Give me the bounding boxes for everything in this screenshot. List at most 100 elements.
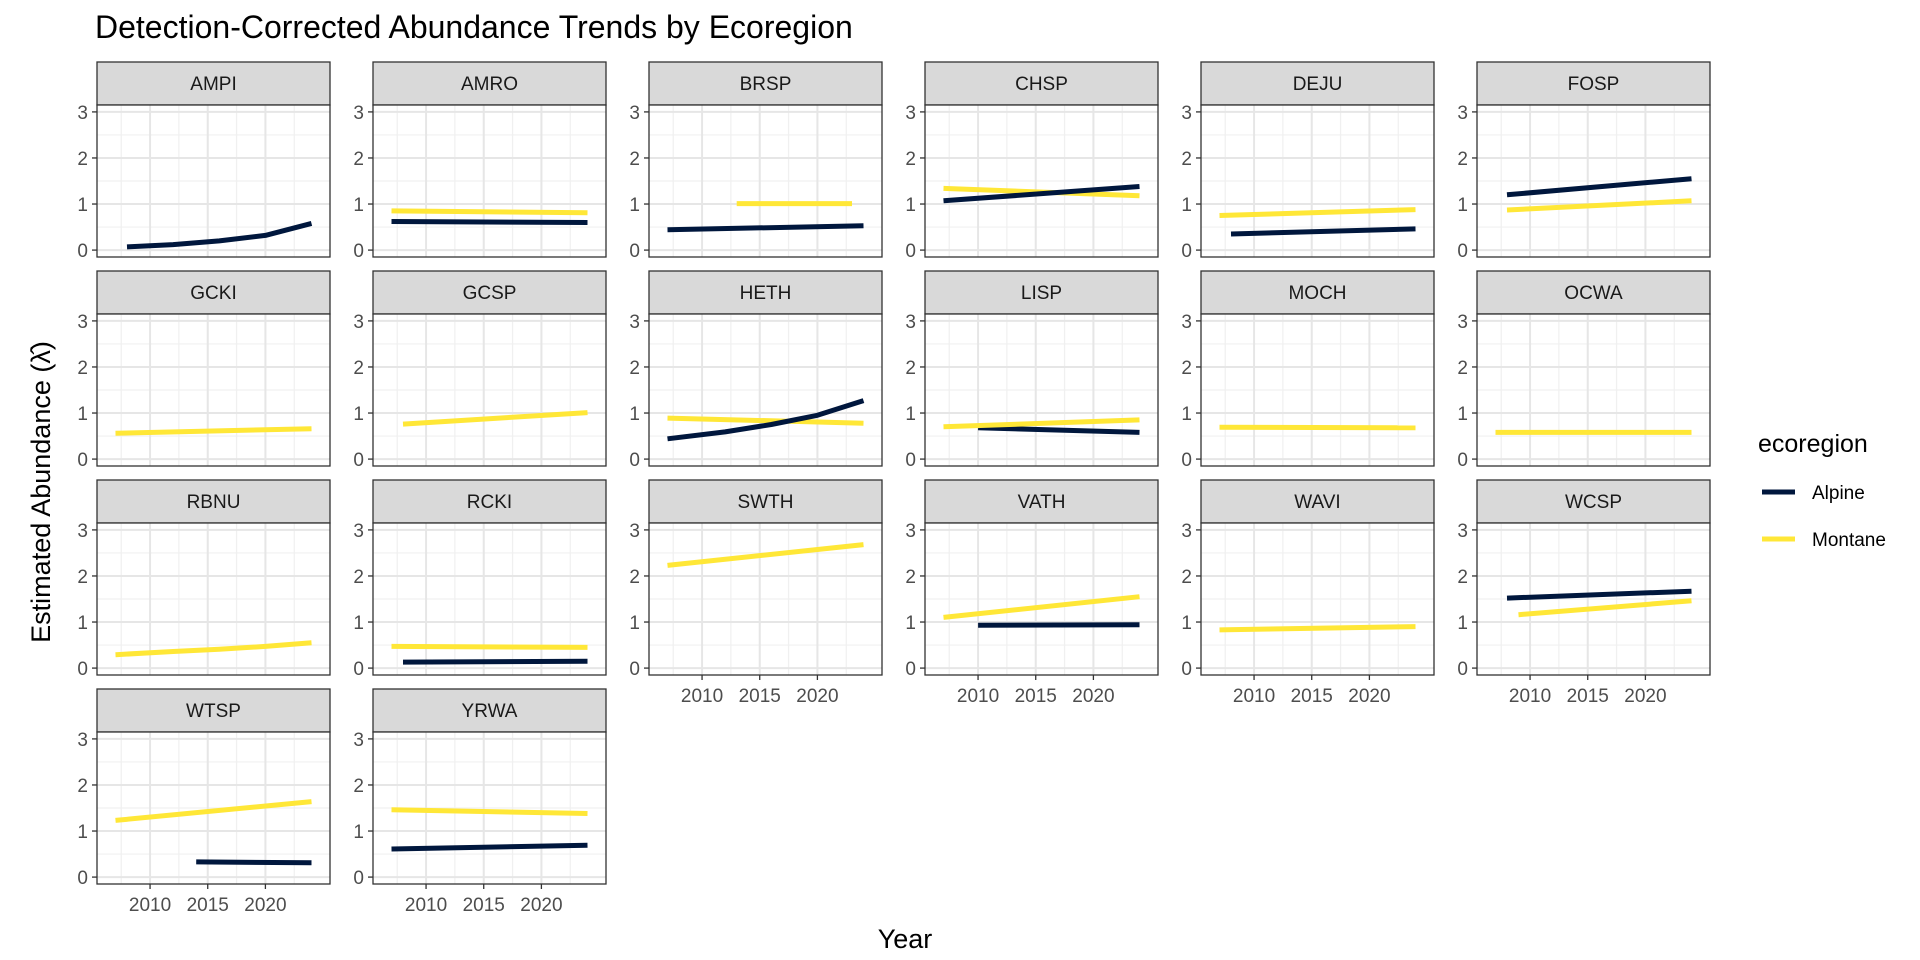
facet-label: GCKI bbox=[190, 283, 236, 304]
facet-label: WTSP bbox=[186, 701, 241, 722]
panel-border bbox=[1476, 104, 1711, 258]
y-tick-label: 3 bbox=[905, 312, 916, 333]
panel-border bbox=[648, 313, 883, 467]
panel-border bbox=[648, 522, 883, 676]
y-tick-label: 2 bbox=[1181, 149, 1192, 170]
facet-strip bbox=[1476, 270, 1711, 315]
series-line-alpine bbox=[1506, 176, 1692, 198]
series-line-montane bbox=[1219, 207, 1416, 218]
y-tick-label: 1 bbox=[77, 822, 88, 843]
y-tick-label: 2 bbox=[77, 358, 88, 379]
y-tick-label: 3 bbox=[353, 312, 364, 333]
y-tick-label: 0 bbox=[629, 450, 640, 471]
series-line-alpine bbox=[391, 842, 588, 852]
x-axis-title: Year bbox=[878, 924, 933, 954]
facet-label: RCKI bbox=[467, 492, 512, 513]
y-tick-label: 2 bbox=[1181, 567, 1192, 588]
facet-strip bbox=[372, 61, 607, 106]
facet-strip bbox=[648, 61, 883, 106]
series-line-montane bbox=[391, 807, 588, 816]
series-line-montane bbox=[1506, 198, 1692, 213]
series-line-montane bbox=[1219, 424, 1416, 431]
y-tick-label: 0 bbox=[77, 450, 88, 471]
y-tick-label: 2 bbox=[1457, 149, 1468, 170]
facet-panel: RBNU 0 1 2 3 bbox=[77, 479, 331, 680]
panel-border bbox=[924, 313, 1159, 467]
facet-panel: CHSP 0 1 2 3 bbox=[905, 61, 1159, 262]
y-tick-label: 3 bbox=[353, 730, 364, 751]
x-tick-label: 2020 bbox=[520, 895, 562, 916]
facet-panels: AMPI 0 1 2 3 AMRO 0 1 2 3 BRSP 0 1 2 3 CHSP 0 1 2 3 DEJU 0 1 2 3… bbox=[77, 61, 1711, 916]
legend: ecoregion Alpine Montane bbox=[1758, 430, 1886, 551]
x-tick-label: 2015 bbox=[1567, 686, 1609, 707]
y-tick-label: 0 bbox=[77, 659, 88, 680]
y-tick-label: 3 bbox=[629, 103, 640, 124]
panel-border bbox=[372, 313, 607, 467]
facet-label: CHSP bbox=[1015, 74, 1068, 95]
y-tick-label: 2 bbox=[1181, 358, 1192, 379]
y-tick-label: 3 bbox=[1457, 103, 1468, 124]
y-tick-label: 1 bbox=[1457, 404, 1468, 425]
y-tick-label: 1 bbox=[905, 404, 916, 425]
facet-panel: AMRO 0 1 2 3 bbox=[353, 61, 607, 262]
facet-strip bbox=[96, 688, 331, 733]
y-tick-label: 2 bbox=[629, 358, 640, 379]
y-tick-label: 0 bbox=[905, 450, 916, 471]
y-tick-label: 0 bbox=[629, 241, 640, 262]
y-tick-label: 3 bbox=[1181, 103, 1192, 124]
x-tick-label: 2015 bbox=[1291, 686, 1333, 707]
series-line-alpine bbox=[1506, 588, 1692, 601]
y-tick-label: 1 bbox=[905, 195, 916, 216]
series-line-montane bbox=[115, 799, 312, 823]
y-tick-label: 1 bbox=[77, 195, 88, 216]
facet-strip bbox=[372, 688, 607, 733]
y-tick-label: 2 bbox=[905, 567, 916, 588]
series-line-alpine bbox=[126, 220, 313, 250]
panel-border bbox=[96, 731, 331, 885]
y-tick-label: 3 bbox=[77, 521, 88, 542]
facet-panel: GCKI 0 1 2 3 bbox=[77, 270, 331, 471]
panel-border bbox=[924, 104, 1159, 258]
y-tick-label: 2 bbox=[77, 149, 88, 170]
series-line-montane bbox=[667, 415, 864, 426]
facet-panel: YRWA 0 1 2 3 2010 2015 2020 bbox=[353, 688, 607, 916]
series-line-montane bbox=[943, 417, 1140, 430]
panel-border bbox=[372, 104, 607, 258]
y-tick-label: 0 bbox=[1457, 241, 1468, 262]
y-tick-label: 1 bbox=[353, 613, 364, 634]
y-tick-label: 3 bbox=[353, 103, 364, 124]
facet-label: RBNU bbox=[187, 492, 241, 513]
y-tick-label: 0 bbox=[1181, 659, 1192, 680]
series-line-montane bbox=[1219, 624, 1416, 633]
facet-label: MOCH bbox=[1288, 283, 1346, 304]
y-tick-label: 1 bbox=[905, 613, 916, 634]
x-tick-label: 2015 bbox=[463, 895, 505, 916]
panel-border bbox=[1476, 313, 1711, 467]
y-tick-label: 2 bbox=[1457, 567, 1468, 588]
facet-label: DEJU bbox=[1293, 74, 1343, 95]
y-tick-label: 0 bbox=[1457, 450, 1468, 471]
y-tick-label: 0 bbox=[353, 659, 364, 680]
panel-border bbox=[924, 522, 1159, 676]
series-line-montane bbox=[115, 426, 312, 436]
panel-border bbox=[1200, 313, 1435, 467]
y-tick-label: 1 bbox=[353, 822, 364, 843]
series-line-montane bbox=[943, 594, 1140, 620]
series-line-alpine bbox=[943, 184, 1140, 204]
y-tick-label: 3 bbox=[353, 521, 364, 542]
facet-panel: HETH 0 1 2 3 bbox=[629, 270, 883, 471]
y-tick-label: 3 bbox=[905, 521, 916, 542]
y-tick-label: 1 bbox=[77, 404, 88, 425]
facet-label: LISP bbox=[1021, 283, 1062, 304]
facet-panel: RCKI 0 1 2 3 bbox=[353, 479, 607, 680]
facet-label: GCSP bbox=[463, 283, 517, 304]
facet-panel: VATH 0 1 2 3 2010 2015 2020 bbox=[905, 479, 1159, 707]
series-line-alpine bbox=[978, 622, 1140, 628]
facet-label: OCWA bbox=[1564, 283, 1623, 304]
facet-panel: FOSP 0 1 2 3 bbox=[1457, 61, 1711, 262]
y-tick-label: 2 bbox=[1457, 358, 1468, 379]
y-tick-label: 2 bbox=[353, 776, 364, 797]
legend-title: ecoregion bbox=[1758, 430, 1868, 458]
panel-border bbox=[372, 522, 607, 676]
y-tick-label: 0 bbox=[77, 868, 88, 889]
